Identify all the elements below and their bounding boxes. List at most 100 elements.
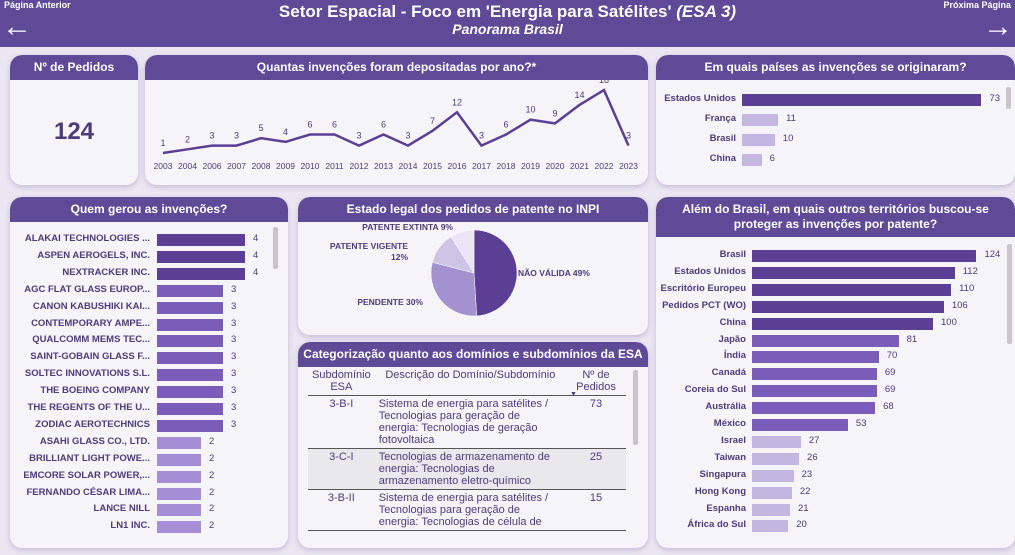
bar-label: LANCE NILL [93, 503, 150, 515]
bar-label: África do Sul [687, 519, 746, 531]
data-label: 4 [283, 127, 288, 137]
bar[interactable] [752, 435, 801, 448]
pie-slice[interactable] [430, 262, 477, 317]
bar[interactable] [752, 452, 800, 465]
scrollbar[interactable] [273, 227, 278, 269]
bar[interactable] [752, 351, 879, 364]
bar[interactable] [157, 250, 245, 263]
table-row[interactable]: 3-C-I Tecnologias de armazenamento de ene… [308, 448, 626, 490]
bar[interactable] [157, 436, 201, 449]
bar-value-label: 3 [231, 317, 237, 329]
bar[interactable] [157, 284, 223, 297]
bar-label: THE REGENTS OF THE U... [27, 402, 150, 413]
bar-label: AGC FLAT GLASS EUROP... [24, 283, 150, 295]
cell-desc: Sistema de energia para satélites / Tecn… [374, 489, 566, 531]
line-chart-card: Quantas invenções foram depositadas por … [145, 55, 648, 185]
bar[interactable] [752, 469, 794, 482]
bar-value-label: 21 [798, 502, 809, 514]
scrollbar[interactable] [1007, 244, 1012, 344]
bar[interactable] [752, 486, 792, 499]
col-header-count[interactable]: Nº de Pedidos ▼ [566, 367, 626, 398]
bar-label: México [713, 418, 746, 429]
bar[interactable] [752, 283, 952, 296]
bar[interactable] [157, 318, 223, 331]
bar-label: ALAKAI TECHNOLOGIES ... [24, 233, 150, 244]
page-title: Setor Espacial - Foco em 'Energia para S… [0, 2, 1015, 22]
x-tick-label: 2023 [619, 161, 638, 171]
table-row[interactable]: 3-B-II Sistema de energia para satélites … [308, 489, 626, 531]
bar-value-label: 124 [984, 249, 1001, 260]
title-text: Setor Espacial - Foco em 'Energia para S… [278, 2, 672, 21]
bar-label: Israel [721, 434, 746, 446]
bar[interactable] [157, 234, 245, 246]
x-tick-label: 2004 [178, 161, 197, 171]
origin-countries-card: Em quais países as invenções se originar… [656, 55, 1015, 185]
bar[interactable] [752, 250, 977, 262]
bar[interactable] [157, 521, 201, 534]
arrow-left-icon[interactable]: ← [2, 10, 32, 43]
bar[interactable] [157, 470, 201, 483]
bar-value-label: 3 [231, 351, 237, 363]
pie-slice[interactable] [473, 229, 518, 317]
bar[interactable] [742, 94, 982, 106]
kpi-title: Nº de Pedidos [10, 55, 138, 80]
bar[interactable] [752, 334, 899, 347]
title-suffix: (ESA 3) [676, 2, 737, 21]
bar[interactable] [157, 369, 223, 382]
cell-count: 25 [566, 448, 626, 490]
bar[interactable] [157, 403, 223, 415]
col-header-desc[interactable]: Descrição do Domínio/Subdomínio [374, 367, 566, 396]
next-page-label[interactable]: Próxima Página [943, 0, 1011, 10]
bar-value-label: 3 [231, 402, 237, 413]
bar[interactable] [752, 300, 944, 313]
bar[interactable] [157, 301, 223, 314]
bar-value-label: 22 [799, 485, 811, 497]
arrow-right-icon[interactable]: → [983, 10, 1013, 43]
bar[interactable] [752, 385, 877, 398]
bar[interactable] [742, 134, 775, 146]
bar[interactable] [157, 504, 201, 517]
bar[interactable] [752, 266, 955, 279]
scrollbar[interactable] [633, 370, 638, 445]
bar[interactable] [752, 317, 933, 330]
table-title: Categorização quanto aos domínios e subd… [298, 342, 648, 367]
page-header: Página Anterior Próxima Página ← → Setor… [0, 0, 1015, 47]
bar[interactable] [752, 503, 790, 516]
bar-label: França [704, 113, 736, 124]
bar[interactable] [157, 487, 201, 500]
bar[interactable] [752, 402, 876, 415]
pie-slice[interactable] [450, 229, 475, 274]
x-tick-label: 2013 [374, 161, 393, 171]
col-header-code[interactable]: Subdomínio ESA [308, 367, 375, 396]
bar-label: ZODIAC AEROTECHNICS [35, 418, 150, 430]
pie-label: PATENTE EXTINTA 9% [362, 222, 453, 232]
table-row[interactable]: 3-B-I Sistema de energia para satélites /… [308, 395, 626, 449]
col-header-count-label: Nº de Pedidos [576, 369, 616, 393]
bar-label: ASPEN AEROGELS, INC. [37, 249, 150, 261]
bar[interactable] [157, 267, 245, 280]
bar-value-label: 2 [209, 486, 215, 498]
bar[interactable] [157, 352, 223, 365]
x-tick-label: 2019 [521, 161, 540, 171]
bar[interactable] [157, 419, 223, 432]
bar-label: Japão [718, 333, 746, 345]
bar[interactable] [752, 419, 848, 431]
line-series[interactable] [162, 88, 630, 155]
bar[interactable] [157, 386, 223, 399]
bar[interactable] [157, 335, 223, 348]
bar-value-label: 27 [808, 434, 820, 446]
data-label: 3 [405, 131, 410, 141]
data-label: 18 [599, 80, 609, 85]
bar[interactable] [157, 453, 201, 466]
prev-page-label[interactable]: Página Anterior [4, 0, 71, 10]
data-label: 1 [160, 138, 165, 148]
bar[interactable] [752, 520, 789, 533]
bar[interactable] [742, 114, 779, 126]
bar[interactable] [742, 154, 762, 166]
bar-value-label: 10 [782, 133, 794, 144]
esa-table-card: Categorização quanto aos domínios e subd… [298, 342, 648, 548]
bar[interactable] [752, 368, 877, 381]
scrollbar[interactable] [1006, 87, 1011, 109]
data-label: 7 [430, 116, 435, 126]
cell-count: 73 [566, 395, 626, 449]
